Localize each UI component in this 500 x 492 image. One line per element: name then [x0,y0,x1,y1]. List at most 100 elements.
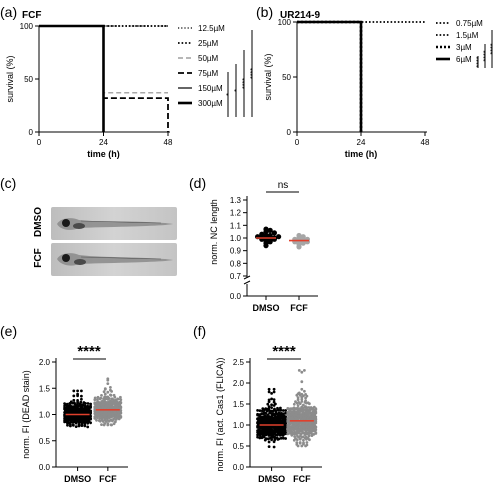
chart-e-data-point [114,418,118,421]
chart-f-data-point [305,441,309,444]
chart-f-data-point [300,400,304,403]
chart-b-y-axis-label: survival (%) [263,53,273,100]
chart-f-data-point [314,411,318,415]
chart-b-legend-label: 1.5µM [456,31,479,40]
chart-e-y-tick-label: 0.0 [39,463,51,472]
chart-f-data-point [296,398,300,402]
chart-f-data-point [292,402,296,406]
chart-e-data-point [86,425,90,429]
chart-b-x-tick-label: 24 [357,138,366,147]
chart-f-data-point [286,432,290,436]
chart-f-data-point [292,430,296,434]
chart-f-data-point [304,399,307,403]
panel-label-c: (c) [0,175,16,191]
chart-e-data-point [114,420,117,424]
chart-e-data-point [95,418,98,422]
chart-e-data-point [110,390,113,393]
chart-e-data-point [105,395,108,399]
chart-b-x-tick-label: 0 [295,138,300,147]
chart-f-data-point [314,432,318,435]
chart-f-data-point [279,406,282,410]
chart-f-data-point [288,431,292,435]
chart-f-data-point [273,407,276,411]
chart-f-data-point [314,407,318,411]
chart-e-data-point [68,402,72,405]
chart-b-significance-label: **** [483,50,490,61]
chart-f-data-point [272,440,276,444]
chart-f-data-point [273,436,277,439]
chart-f-data-point [278,433,282,437]
chart-f-data-point [308,402,311,406]
chart-a-legend-label: 75µM [198,69,219,78]
chart-b-y-tick-label: 100 [278,18,292,27]
chart-f-data-point [281,409,285,412]
chart-f-data-point [290,430,294,434]
chart-f-data-point [314,417,318,421]
larva-drawing-fcf [57,253,173,266]
larva-image-dmso [51,207,177,240]
chart-b-legend-label: 3µM [456,43,472,52]
chart-f-data-point [262,435,266,439]
chart-f-data-point [260,409,264,413]
chart-f-data-point [267,440,271,444]
chart-f-data-point [303,436,307,440]
chart-e-data-point [110,415,113,419]
chart-e-data-point [106,398,110,401]
chart-f-data-point [271,435,275,439]
chart-f-data-point [270,438,273,442]
chart-e-data-point [111,419,114,423]
chart-e-data-point [82,401,86,404]
chart-f-y-tick-label: 0.0 [233,463,245,472]
chart-a-significance-label: * [234,89,241,92]
chart-b-legend-label: 0.75µM [456,19,483,28]
chart-b-series-line [297,20,363,132]
chart-f-data-point [270,392,273,395]
chart-a-series-line [39,24,105,132]
chart-e-data-point [102,390,106,394]
chart-e-data-point [89,402,92,406]
chart-f-data-point [284,409,287,412]
chart-a-legend-label: 12.5µM [198,24,225,33]
chart-f-y-tick-label: 2.0 [233,379,245,388]
chart-e-data-point [103,397,107,401]
chart-f-data-point [300,395,304,399]
chart-e-data-point [89,421,92,425]
chart-f-data-point [303,433,307,436]
chart-e-significance: **** [77,343,101,360]
chart-f-data-point [281,434,285,437]
chart-f-data-point [304,396,307,400]
panel-label-b: (b) [256,4,273,20]
chart-b-x-tick-label: 48 [421,138,430,147]
chart-e-data-point [79,400,83,404]
chart-f-data-point [314,415,318,419]
chart-d-y-tick-label: 1.1 [230,221,242,230]
chart-f-data-point [256,435,259,439]
chart-e-data-point [73,402,77,406]
chart-e-data-point [103,422,107,425]
chart-d-y-tick-label: 1.0 [230,234,242,243]
chart-e-data-point [106,377,110,381]
chart-f-data-point [310,434,314,437]
chart-f-data-point [300,444,304,448]
chart-d-y-axis-label: norm. NC length [209,199,219,265]
chart-d-y-tick-label: 0.0 [230,292,242,301]
chart-e-data-point [107,416,111,420]
chart-f-data-point [298,441,302,445]
chart-a-y-tick-label: 0 [29,128,34,137]
chart-e-data-point [119,398,123,402]
chart-f-data-point [295,438,299,442]
chart-d-y-tick-label: 1.3 [230,196,242,205]
chart-e-data-point [89,414,92,418]
chart-f-data-point [308,432,311,435]
chart-e-y-tick-label: 1.0 [39,411,51,420]
chart-f-data-point [298,402,302,405]
chart-e-data-point [112,417,116,420]
chart-f-data-point [290,432,294,436]
chart-e-data-point [69,424,72,428]
chart-e-data-point [76,399,79,402]
chart-f-y-tick-label: 2.5 [233,358,245,367]
chart-e-data-point [111,398,115,401]
chart-e-data-point [89,411,92,415]
chart-f-data-point [314,426,318,429]
chart-e-y-tick-label: 1.5 [39,384,51,393]
